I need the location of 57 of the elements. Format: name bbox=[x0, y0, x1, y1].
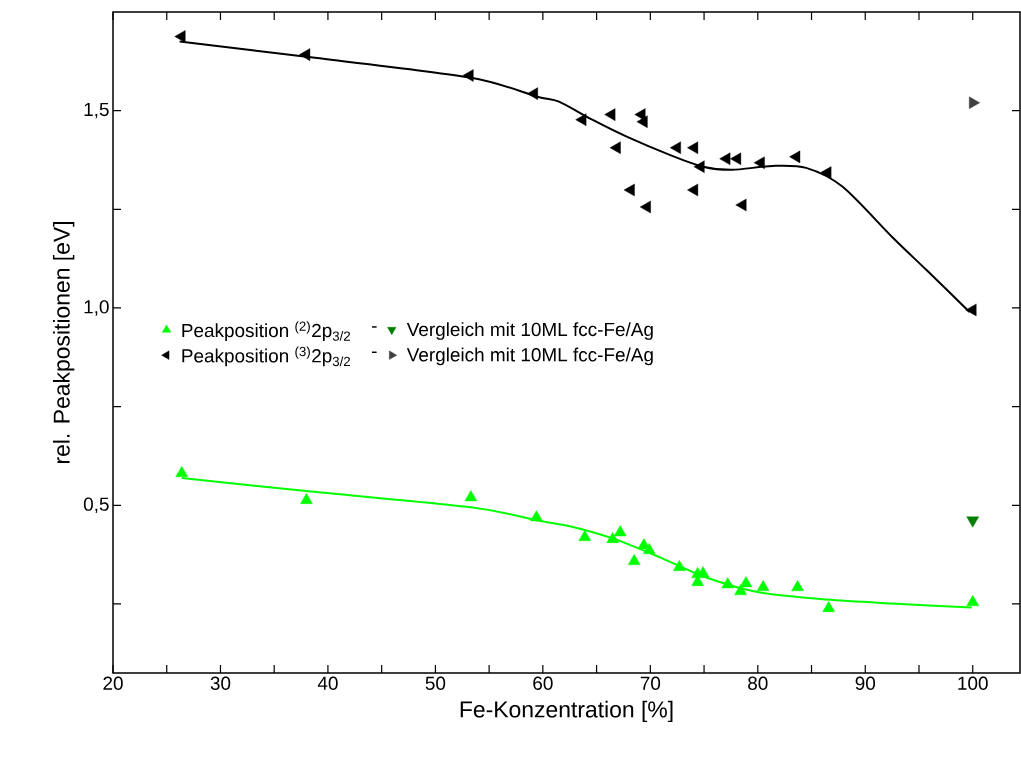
point bbox=[639, 200, 651, 214]
annotation: - bbox=[372, 326, 377, 328]
point bbox=[687, 183, 699, 197]
point bbox=[175, 466, 189, 478]
point bbox=[822, 601, 835, 612]
x-tick-label: 20 bbox=[103, 676, 123, 690]
x-tick-label: 50 bbox=[425, 676, 446, 690]
legend-label: Vergleich mit 10ML fcc-Fe/Ag bbox=[406, 347, 653, 366]
x-tick-label: 40 bbox=[317, 676, 338, 690]
x-tick-label: 60 bbox=[533, 676, 553, 690]
x-tick-label: 100 bbox=[958, 676, 988, 690]
y-axis-title: rel. Peakpositionen [eV] bbox=[52, 222, 75, 464]
x-axis-title: Fe-Konzentration [%] bbox=[460, 700, 673, 723]
point bbox=[462, 69, 474, 82]
point bbox=[739, 576, 753, 588]
legend-label: Peakposition $^{(2)}$2p$_{3/2}$ bbox=[182, 321, 351, 341]
annotation: - bbox=[372, 351, 377, 354]
point bbox=[789, 150, 801, 164]
point bbox=[730, 152, 742, 166]
legend-label: Vergleich mit 10ML fcc-Fe/Ag bbox=[406, 322, 653, 340]
point bbox=[604, 108, 616, 121]
point bbox=[721, 577, 734, 589]
legend-label: Peakposition $^{(3)}$2p$_{3/2}$ bbox=[182, 346, 351, 367]
point bbox=[299, 48, 311, 61]
point bbox=[735, 198, 747, 212]
point bbox=[578, 530, 592, 541]
x-tick-label: 80 bbox=[748, 676, 768, 690]
point bbox=[965, 303, 977, 317]
point bbox=[756, 580, 770, 592]
point bbox=[719, 152, 731, 166]
point bbox=[606, 532, 619, 543]
point bbox=[753, 156, 765, 169]
point bbox=[627, 554, 641, 566]
y-tick-label: 1,5 bbox=[84, 102, 109, 119]
point bbox=[530, 510, 543, 522]
point bbox=[527, 87, 538, 100]
x-tick-label: 90 bbox=[855, 676, 876, 690]
point bbox=[693, 160, 705, 173]
point bbox=[575, 113, 587, 126]
point bbox=[791, 580, 804, 592]
point bbox=[174, 30, 186, 43]
point bbox=[670, 141, 681, 155]
x-tick-label: 30 bbox=[210, 676, 231, 690]
point bbox=[642, 543, 656, 554]
point bbox=[613, 525, 627, 537]
y-tick-label: 1,0 bbox=[84, 300, 109, 316]
point bbox=[636, 115, 648, 128]
point bbox=[820, 166, 832, 179]
point bbox=[673, 560, 686, 571]
point bbox=[687, 141, 699, 155]
y-tick-label: 0,5 bbox=[83, 497, 109, 514]
point bbox=[609, 141, 621, 155]
point bbox=[300, 492, 313, 504]
point bbox=[966, 595, 979, 607]
x-tick-label: 70 bbox=[640, 676, 661, 690]
point bbox=[623, 183, 635, 197]
point bbox=[464, 490, 478, 502]
